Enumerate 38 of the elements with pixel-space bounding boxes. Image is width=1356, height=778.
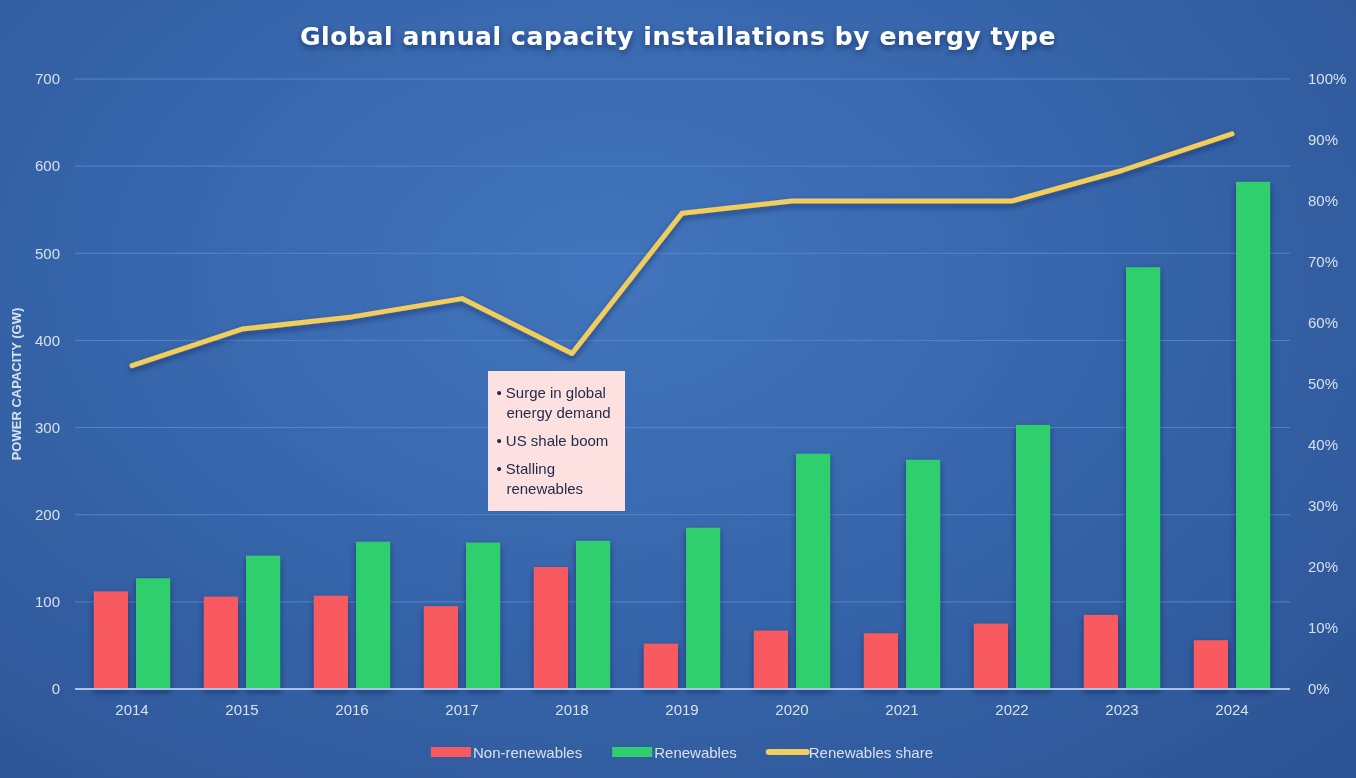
x-tick-label: 2014 — [115, 700, 149, 718]
annotation: • Stalling renewables — [496, 459, 585, 499]
y-tick-label: 400 — [34, 331, 60, 349]
x-tick-label: 2015 — [225, 700, 259, 718]
legend-label: Non-renewables — [472, 743, 583, 761]
y2-tick-label: 90% — [1308, 131, 1339, 149]
y2-tick-label: 70% — [1308, 253, 1339, 271]
legend-label: Renewables — [654, 743, 737, 761]
x-tick-label: 2017 — [445, 700, 479, 718]
y2-tick-label: 10% — [1308, 619, 1339, 637]
x-tick-label: 2022 — [995, 700, 1029, 718]
y-tick-label: 600 — [34, 157, 60, 175]
y2-tick-label: 60% — [1308, 314, 1339, 332]
y2-tick-label: 80% — [1308, 192, 1339, 210]
y-tick-label: 100 — [34, 593, 60, 611]
x-tick-label: 2023 — [1105, 700, 1139, 718]
x-tick-label: 2019 — [665, 700, 699, 718]
legend-label: Renewables share — [808, 743, 934, 761]
chart-title: Global annual capacity installations by energy type — [299, 22, 1057, 51]
y-axis-title: POWER CAPACITY (GW) — [9, 307, 24, 461]
y2-tick-label: 20% — [1308, 558, 1339, 576]
x-tick-label: 2020 — [775, 700, 809, 718]
x-tick-label: 2018 — [555, 700, 589, 718]
annotation: • US shale boom — [496, 431, 610, 451]
y-tick-label: 0 — [51, 680, 60, 698]
y-tick-label: 200 — [34, 506, 60, 524]
annotation: • Surge in global energy demand — [496, 383, 612, 423]
y-tick-label: 700 — [34, 70, 60, 88]
x-tick-label: 2024 — [1215, 700, 1249, 718]
y2-tick-label: 100% — [1308, 70, 1347, 88]
y2-tick-label: 30% — [1308, 497, 1339, 515]
y2-tick-label: 40% — [1308, 436, 1339, 454]
y2-tick-label: 50% — [1308, 375, 1339, 393]
y2-tick-label: 0% — [1308, 680, 1330, 698]
x-tick-label: 2016 — [335, 700, 369, 718]
x-tick-label: 2021 — [885, 700, 919, 718]
y-tick-label: 300 — [34, 418, 60, 436]
y-tick-label: 500 — [34, 244, 60, 262]
